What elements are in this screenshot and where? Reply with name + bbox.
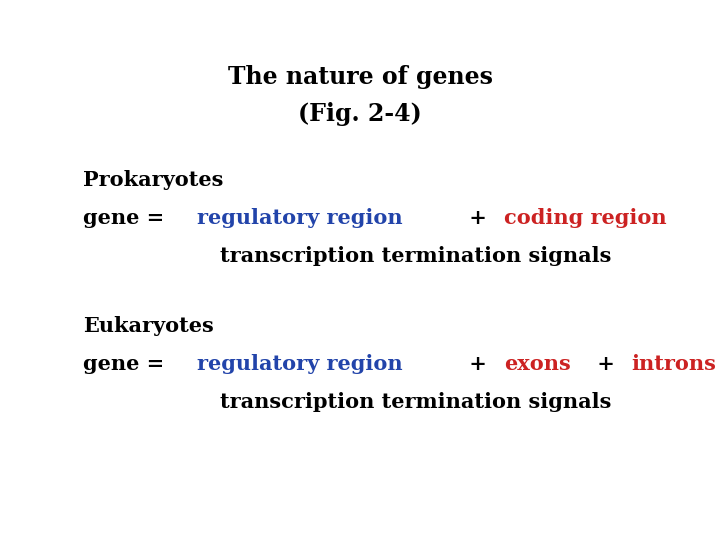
Text: (Fig. 2-4): (Fig. 2-4) [298, 103, 422, 126]
Text: +: + [462, 208, 495, 228]
Text: +: + [714, 208, 720, 228]
Text: transcription termination signals: transcription termination signals [220, 392, 611, 411]
Text: The nature of genes: The nature of genes [228, 65, 492, 89]
Text: coding region: coding region [504, 208, 667, 228]
Text: Eukaryotes: Eukaryotes [83, 316, 214, 336]
Text: regulatory region: regulatory region [197, 354, 402, 374]
Text: +: + [462, 354, 495, 374]
Text: gene =: gene = [83, 208, 171, 228]
Text: +: + [590, 354, 622, 374]
Text: Prokaryotes: Prokaryotes [83, 170, 223, 190]
Text: transcription termination signals: transcription termination signals [220, 246, 611, 266]
Text: gene =: gene = [83, 354, 171, 374]
Text: introns: introns [631, 354, 716, 374]
Text: regulatory region: regulatory region [197, 208, 402, 228]
Text: exons: exons [504, 354, 570, 374]
